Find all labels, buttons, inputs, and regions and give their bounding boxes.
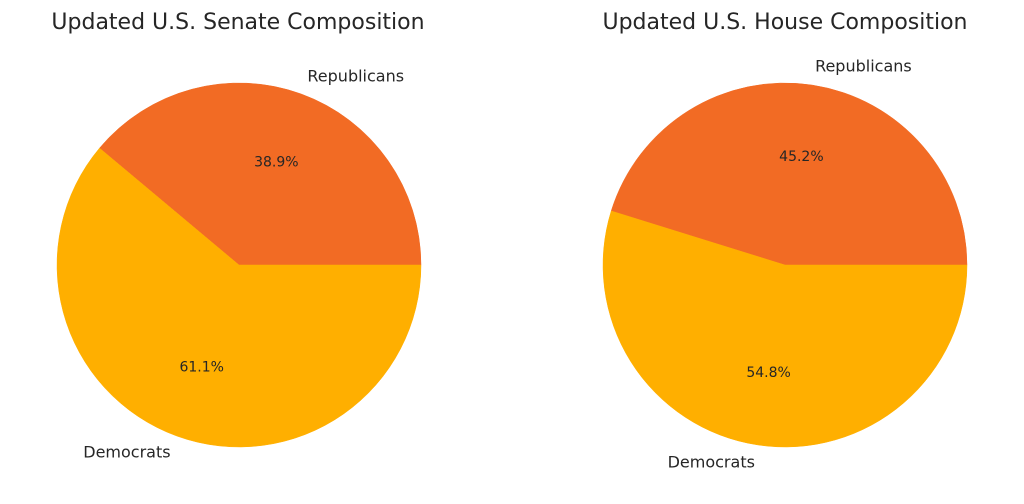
house-label-republicans: Republicans (815, 57, 912, 76)
house-slice-republicans (610, 82, 968, 266)
senate-chart-title: Updated U.S. Senate Composition (51, 10, 424, 35)
senate-pct-republicans: 38.9% (254, 154, 298, 170)
house-label-democrats: Democrats (668, 452, 755, 471)
house-pie: Republicans 45.2% Democrats 54.8% (602, 57, 968, 471)
senate-label-democrats: Democrats (83, 443, 170, 462)
house-pct-republicans: 45.2% (779, 149, 823, 165)
senate-pie: Republicans 38.9% Democrats 61.1% (56, 66, 422, 462)
senate-label-republicans: Republicans (307, 66, 404, 85)
house-chart-title: Updated U.S. House Composition (602, 10, 967, 35)
senate-pie-chart: Updated U.S. Senate Composition Republic… (51, 10, 424, 462)
senate-slice-republicans (99, 82, 422, 266)
house-slice-democrats (602, 210, 968, 448)
senate-slice-democrats (56, 147, 422, 448)
house-pie-chart: Updated U.S. House Composition Republica… (602, 10, 967, 471)
house-pct-democrats: 54.8% (746, 365, 790, 381)
senate-pct-democrats: 61.1% (179, 360, 223, 376)
